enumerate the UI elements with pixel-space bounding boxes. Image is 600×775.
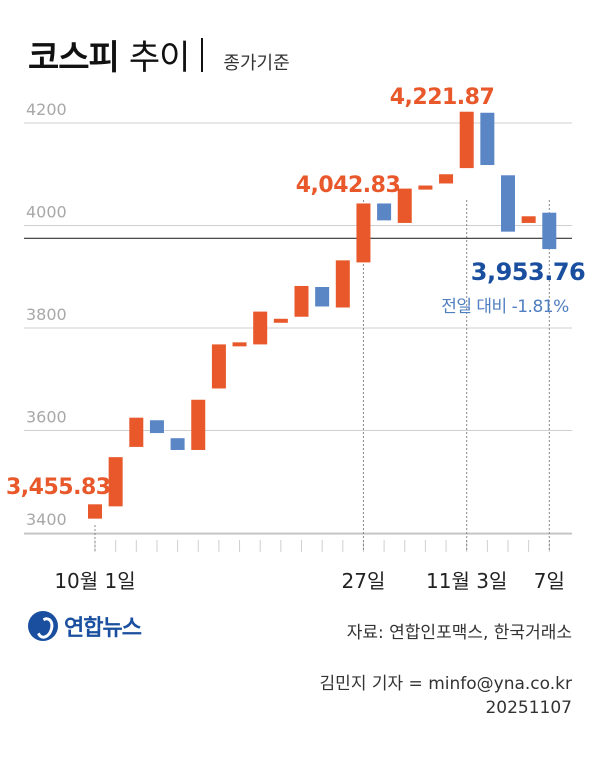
candle-bar — [480, 112, 495, 166]
candle-bar — [377, 203, 392, 221]
candle-bar — [191, 399, 206, 450]
y-tick-label: 4200 — [26, 100, 67, 119]
candle-bar — [232, 342, 247, 347]
logo-text: 연합뉴스 — [64, 616, 142, 641]
x-tick-label: 27일 — [342, 569, 386, 593]
candle-bar — [542, 212, 557, 250]
date-text: 20251107 — [485, 698, 572, 718]
candle-bar — [356, 203, 371, 263]
candle-bar — [335, 260, 350, 308]
candle-bar — [129, 417, 144, 447]
candle-bar — [315, 287, 330, 307]
candle-bar — [439, 174, 454, 184]
candlestick-chart: 4200 4000 3800 3600 3400 10월 1일 27일 11월 3일 7일 3,4… — [6, 85, 586, 593]
candle-bar — [459, 111, 474, 169]
data-label: 3,455.83 — [6, 475, 111, 500]
yonhap-logo: 연합뉴스 — [28, 610, 142, 642]
data-label: 3,953.76 — [471, 258, 585, 286]
source-text: 자료: 연합인포맥스, 한국거래소 — [346, 623, 572, 643]
title-light: 추이 — [128, 38, 191, 78]
y-tick-label: 3400 — [26, 510, 67, 529]
candle-bar — [397, 188, 412, 223]
x-tick-label: 10월 1일 — [54, 569, 135, 593]
candle-bar — [501, 175, 515, 232]
candle-bar — [108, 457, 123, 507]
chart-title: 코스피 추이 종가기준 — [28, 30, 290, 79]
y-tick-label: 4000 — [26, 203, 67, 222]
candle-bar — [211, 344, 226, 389]
title-bold: 코스피 — [28, 38, 120, 78]
candle-bar — [418, 185, 433, 190]
credit-block: 김민지 기자 = minfo@yna.co.kr 20251107 — [320, 672, 572, 720]
candle-bar — [294, 285, 309, 317]
candle-bar — [170, 438, 185, 450]
data-label: 4,221.87 — [390, 85, 495, 110]
title-divider — [201, 37, 204, 72]
y-tick-label: 3600 — [26, 408, 67, 427]
x-tick-label: 11월 3일 — [426, 569, 507, 593]
candle-bar — [273, 318, 288, 323]
candle-bar — [253, 311, 268, 345]
candle-bar — [521, 216, 536, 223]
credit-text: 김민지 기자 = minfo@yna.co.kr — [319, 674, 572, 694]
y-tick-label: 3800 — [26, 305, 67, 324]
data-label: 4,042.83 — [296, 173, 401, 198]
candle-bar — [149, 420, 164, 434]
candle-bar — [88, 504, 102, 519]
x-tick-label: 7일 — [534, 569, 565, 593]
data-label: 전일 대비 -1.81% — [441, 297, 569, 317]
title-subtitle: 종가기준 — [223, 53, 290, 74]
yonhap-emblem-icon — [28, 611, 58, 641]
